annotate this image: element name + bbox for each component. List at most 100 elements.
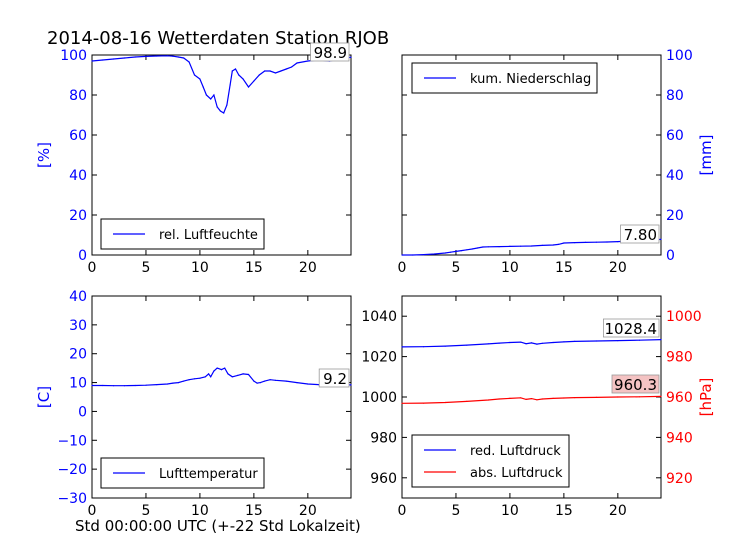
y-tick-label: 1000 <box>361 390 397 406</box>
value-label-box <box>310 42 350 62</box>
data-point <box>525 398 527 400</box>
data-point <box>247 86 250 88</box>
x-tick-label: 10 <box>501 503 519 519</box>
x-tick-label: 5 <box>141 260 150 276</box>
data-point <box>91 60 93 62</box>
legend-label: abs. Luftdruck <box>470 466 563 481</box>
data-point <box>412 254 414 256</box>
data-point <box>269 379 271 381</box>
data-point <box>213 370 215 372</box>
data-point <box>264 380 266 382</box>
data-point <box>617 241 619 243</box>
legend: red. Luftdruck abs. Luftdruck <box>411 434 570 488</box>
data-point <box>307 383 309 385</box>
y-tick-label: 20 <box>69 208 87 224</box>
plot-frame <box>401 54 662 256</box>
y-tick-label: 60 <box>69 128 87 144</box>
data-point <box>208 373 210 375</box>
data-point <box>541 244 543 246</box>
data-point <box>280 70 282 72</box>
data-point <box>433 253 435 255</box>
data-point <box>102 384 104 387</box>
y-tick-label: 940 <box>666 430 693 446</box>
data-point <box>210 376 212 378</box>
y-tick-label: 20 <box>69 347 87 363</box>
data-point <box>423 346 425 348</box>
y-tick-label: 0 <box>78 404 87 420</box>
data-point <box>259 382 261 384</box>
data-point <box>231 376 233 378</box>
chart-panel-bottom-left: 0 5 10 15 20 −30 −20 −10 0 10 20 30 40 [C] 9.2 Lufttemp… <box>35 289 352 519</box>
data-point <box>219 110 221 112</box>
data-point <box>307 60 309 62</box>
series-line <box>91 55 352 114</box>
data-point <box>563 397 565 399</box>
y-axis-label: [hPa] <box>697 378 715 417</box>
data-point <box>520 341 522 343</box>
legend: rel. Luftfeuchte <box>100 218 265 250</box>
x-tick-label: 15 <box>555 260 573 276</box>
data-point <box>536 343 538 345</box>
data-point <box>595 396 597 398</box>
chart-panel-top-left: 0 5 10 15 20 0 20 40 60 80 100 [%] 98.9 rel. Luftfeuc… <box>35 42 352 276</box>
data-point <box>242 373 244 375</box>
x-tick-label: 15 <box>245 503 263 519</box>
data-point <box>145 55 147 58</box>
data-point <box>113 385 115 387</box>
data-point <box>563 341 565 343</box>
y-axis-label: [C] <box>35 386 53 408</box>
data-point <box>258 74 260 76</box>
data-point <box>617 340 619 342</box>
data-point <box>557 243 560 245</box>
data-point <box>455 250 457 252</box>
data-point <box>350 384 352 386</box>
y-tick-label: 30 <box>69 318 87 334</box>
data-point <box>183 57 185 59</box>
data-point <box>183 380 185 382</box>
data-point <box>113 58 115 60</box>
data-point <box>220 369 223 371</box>
y-tick-label: 1000 <box>666 309 702 325</box>
data-point <box>638 339 641 341</box>
plot-frame <box>91 295 352 499</box>
data-point <box>487 399 489 401</box>
data-point <box>401 402 403 404</box>
data-point <box>487 246 489 248</box>
data-point <box>274 379 277 381</box>
data-point <box>509 245 511 247</box>
data-point <box>264 70 266 72</box>
data-point <box>541 398 543 400</box>
data-point <box>216 367 218 369</box>
legend-label: red. Luftdruck <box>470 444 561 459</box>
data-point <box>606 241 608 243</box>
last-value-label: 98.9 <box>314 44 347 62</box>
y-tick-label: −30 <box>57 491 87 507</box>
data-point <box>520 397 522 399</box>
data-point <box>193 378 196 380</box>
last-value-label: 9.2 <box>323 370 347 388</box>
data-point <box>123 385 125 387</box>
data-point <box>172 382 174 384</box>
data-point <box>444 252 446 254</box>
chart-panel-bottom-right: 0 5 10 15 20 960 980 1000 1020 1040 920 940 960 980 10… <box>361 295 715 519</box>
data-point <box>231 70 233 72</box>
y-tick-label: 80 <box>666 88 684 104</box>
y-tick-label: 40 <box>666 168 684 184</box>
data-point <box>574 242 576 244</box>
data-point <box>350 56 352 58</box>
data-point <box>134 384 136 387</box>
data-point <box>227 373 229 375</box>
data-point <box>498 342 500 344</box>
series-line <box>402 238 662 256</box>
x-tick-label: 15 <box>245 260 263 276</box>
data-point <box>102 59 104 61</box>
data-point <box>525 343 527 345</box>
data-point <box>595 241 597 243</box>
x-tick-label: 5 <box>451 503 460 519</box>
data-point <box>256 382 258 384</box>
y-axis-label: [mm] <box>697 135 715 176</box>
data-point <box>237 374 239 376</box>
y-tick-label: 960 <box>370 471 397 487</box>
value-label-box <box>620 224 660 244</box>
data-point <box>199 377 201 379</box>
